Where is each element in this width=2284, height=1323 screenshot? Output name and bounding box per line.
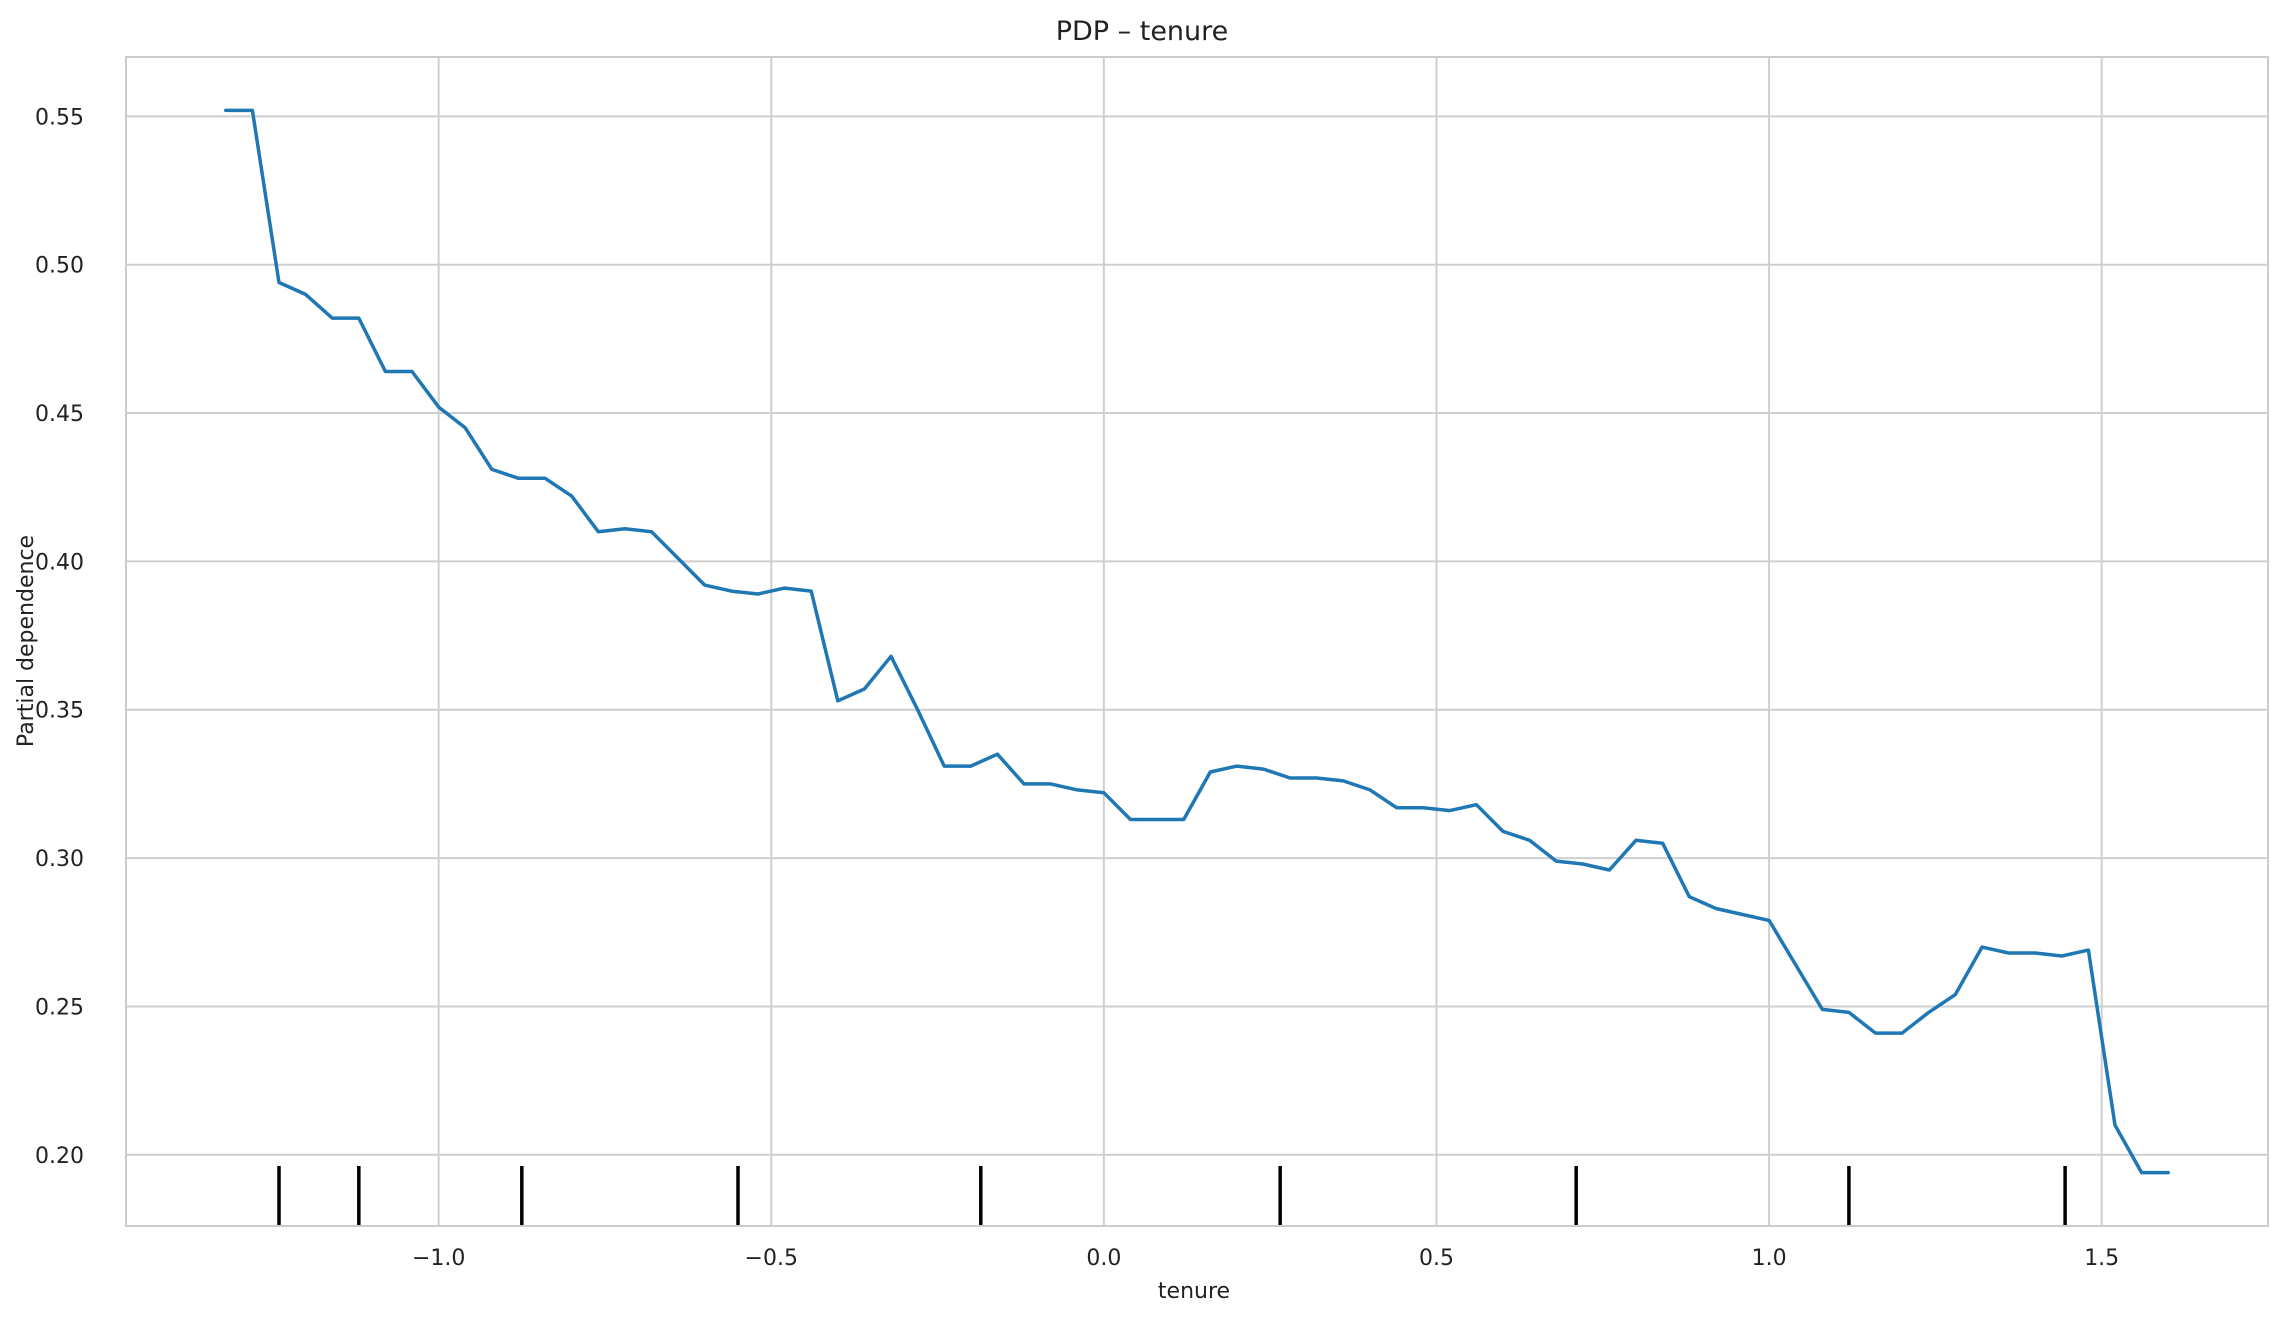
pdp-line (224, 108, 2170, 1175)
y-tick-label: 0.40 (35, 550, 84, 575)
y-tick-label: 0.55 (35, 105, 84, 130)
y-tick-labels: 0.20 0.25 0.30 0.35 0.40 0.45 0.50 0.55 (35, 105, 84, 1168)
y-tick-label: 0.50 (35, 254, 84, 279)
x-tick-label: 0.0 (1086, 1246, 1121, 1271)
x-tick-label: 1.5 (2084, 1246, 2119, 1271)
x-axis-label: tenure (1158, 1279, 1230, 1304)
x-tick-label: 0.5 (1419, 1246, 1454, 1271)
y-axis-label: Partial dependence (14, 535, 39, 747)
decile-rug (277, 1166, 2067, 1226)
gridlines (126, 57, 2268, 1226)
y-tick-label: 0.30 (35, 847, 84, 872)
chart-title: PDP – tenure (1056, 16, 1229, 47)
x-tick-label: −1.0 (412, 1246, 465, 1271)
y-tick-label: 0.25 (35, 995, 84, 1020)
x-tick-labels: −1.0 −0.5 0.0 0.5 1.0 1.5 (412, 1246, 2119, 1271)
x-tick-label: 1.0 (1752, 1246, 1787, 1271)
y-tick-label: 0.20 (35, 1144, 84, 1169)
plot-area (224, 108, 2170, 1175)
y-tick-label: 0.35 (35, 699, 84, 724)
x-tick-label: −0.5 (745, 1246, 798, 1271)
plot-frame (125, 56, 2269, 1227)
y-tick-label: 0.45 (35, 402, 84, 427)
